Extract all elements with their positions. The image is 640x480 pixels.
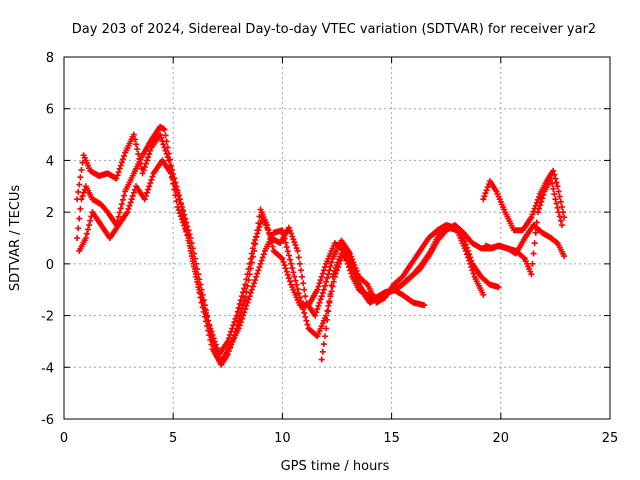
x-tick-label: 25 <box>602 431 619 446</box>
x-tick-label: 20 <box>493 431 510 446</box>
plot-frame <box>63 56 611 420</box>
y-axis-label: SDTVAR / TECUs <box>8 185 23 292</box>
data-series <box>480 167 568 234</box>
data-point-markers <box>318 222 568 363</box>
x-tick-label: 5 <box>169 431 177 446</box>
data-points <box>74 123 568 368</box>
x-tick-label: 15 <box>383 431 400 446</box>
x-axis-label: GPS time / hours <box>281 459 390 474</box>
y-tick-label: -2 <box>41 310 54 325</box>
y-tick-label: -6 <box>41 413 54 428</box>
x-tick-label: 10 <box>274 431 291 446</box>
y-tick-label: 6 <box>46 103 54 118</box>
y-tick-label: 8 <box>46 51 54 66</box>
data-point-markers <box>482 175 565 278</box>
chart-title: Day 203 of 2024, Sidereal Day-to-day VTE… <box>72 22 596 37</box>
y-tick-label: -4 <box>41 361 54 376</box>
y-tick-label: 2 <box>46 206 54 221</box>
y-axis: -6 -4 -2 0 2 4 6 8 <box>41 51 610 428</box>
data-series <box>482 175 565 278</box>
grid <box>64 57 610 419</box>
data-series <box>318 222 568 363</box>
x-axis: 0 5 10 15 20 25 <box>60 57 618 446</box>
x-tick-label: 0 <box>60 431 68 446</box>
data-point-markers <box>480 167 568 234</box>
y-tick-label: 4 <box>46 154 54 169</box>
y-tick-label: 0 <box>46 258 54 273</box>
